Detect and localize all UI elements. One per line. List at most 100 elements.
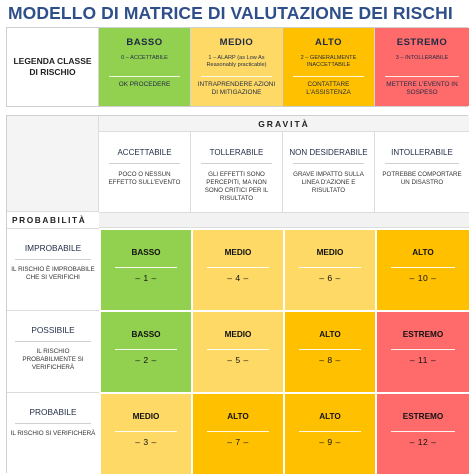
legend-level-desc: 0 – ACCETTABILE [121,55,168,61]
matrix-cell: ALTO – 9 – [283,392,375,474]
severity-header: GRAVITÀ [99,116,469,132]
matrix-cell: ESTREMO – 12 – [375,392,469,474]
matrix-cell-level: ALTO [319,330,341,339]
matrix-cell: ALTO – 8 – [283,310,375,392]
legend-divider [109,76,180,77]
matrix-cell-level: ESTREMO [402,412,444,421]
matrix-cell-level: ALTO [412,248,434,257]
matrix-cell-divider [391,349,455,350]
matrix-cell-number: – 2 – [135,355,157,365]
probability-header-fill [99,212,469,228]
matrix-cell-divider [115,431,177,432]
severity-name: INTOLLERABILE [391,148,453,157]
matrix-cell-number: – 4 – [227,273,249,283]
matrix-cell: BASSO – 1 – [99,228,191,310]
legend-divider [385,76,459,77]
matrix-cell-number: – 7 – [227,437,249,447]
matrix-cell-level: ALTO [227,412,249,421]
legend-level-name: BASSO [126,37,163,48]
probability-divider [15,423,91,424]
probability-name: IMPROBABILE [24,243,82,253]
matrix-corner [7,116,99,212]
matrix-cell-number: – 10 – [409,273,437,283]
matrix-cell: MEDIO – 4 – [191,228,283,310]
legend-level-alto: ALTO 2 – GENERALMENTE INACCETTABILE CONT… [283,28,375,106]
matrix-cell-number: – 3 – [135,437,157,447]
legend-level-action: CONTATTARE L'ASSISTENZA [306,81,351,96]
legend-level-desc: 3 – INTOLLERABILE [395,55,449,61]
matrix-cell-divider [299,431,361,432]
probability-desc: IL RISCHIO SI VERIFICHERÀ [10,430,96,437]
legend-label: LEGENDA CLASSE DI RISCHIO [7,28,99,106]
legend-level-desc: 2 – GENERALMENTE INACCETTABILE [300,55,357,68]
matrix-cell: ALTO – 10 – [375,228,469,310]
severity-desc: POTREBBE COMPORTARE UN DISASTRO [382,171,462,187]
matrix-cell-divider [207,349,269,350]
matrix-cell: MEDIO – 5 – [191,310,283,392]
matrix-cell-divider [391,431,455,432]
severity-desc: GRAVE IMPATTO SULLA LINEA D'AZIONE E RIS… [293,171,364,195]
legend-level-desc: 1 – ALARP (as Low As Reasonably practica… [206,55,267,68]
matrix-cell-divider [391,267,455,268]
severity-column: TOLLERABILE GLI EFFETTI SONO PERCEPITI, … [191,132,283,212]
matrix-cell-number: – 1 – [135,273,157,283]
matrix-cell-number: – 6 – [319,273,341,283]
matrix-cell-number: – 12 – [409,437,437,447]
probability-desc: IL RISCHIO È IMPROBABILE CHE SI VERIFICH… [11,266,95,282]
matrix-cell: ALTO – 7 – [191,392,283,474]
matrix-cell-number: – 5 – [227,355,249,365]
probability-row-label: POSSIBILE IL RISCHIO PROBABILMENTE SI VE… [7,310,99,392]
probability-name: PROBABILE [29,407,77,417]
matrix-cell: ESTREMO – 11 – [375,310,469,392]
severity-divider [109,163,180,164]
probability-name: POSSIBILE [31,325,75,335]
matrix-cell-level: MEDIO [316,248,344,257]
probability-divider [15,341,91,342]
matrix-cell-level: BASSO [131,248,161,257]
probability-row-label: PROBABILE IL RISCHIO SI VERIFICHERÀ [7,392,99,474]
matrix-cell-divider [115,267,177,268]
matrix-cell-divider [207,267,269,268]
legend-level-estremo: ESTREMO 3 – INTOLLERABILE METTERE L'EVEN… [375,28,469,106]
legend-level-action: OK PROCEDERE [118,81,171,88]
severity-desc: GLI EFFETTI SONO PERCEPITI, MA NON SONO … [204,171,269,203]
matrix-cell-level: ALTO [319,412,341,421]
probability-row-label: IMPROBABILE IL RISCHIO È IMPROBABILE CHE… [7,228,99,310]
matrix-cell-divider [299,267,361,268]
severity-divider [385,163,459,164]
matrix-cell-number: – 8 – [319,355,341,365]
matrix-cell: MEDIO – 3 – [99,392,191,474]
severity-divider [293,163,364,164]
severity-column: ACCETTABILE POCO O NESSUN EFFETTO SULL'E… [99,132,191,212]
matrix-cell-divider [207,431,269,432]
probability-desc: IL RISCHIO PROBABILMENTE SI VERIFICHERÀ [22,348,84,372]
legend-level-name: ESTREMO [396,37,448,48]
severity-name: ACCETTABILE [117,148,172,157]
matrix-cell-level: ESTREMO [402,330,444,339]
legend-table: LEGENDA CLASSE DI RISCHIO BASSO 0 – ACCE… [6,27,469,107]
matrix-cell-divider [299,349,361,350]
matrix-cell-number: – 9 – [319,437,341,447]
severity-desc: POCO O NESSUN EFFETTO SULL'EVENTO [108,171,181,187]
matrix-cell-level: BASSO [131,330,161,339]
severity-name: NON DESIDERABILE [289,148,368,157]
severity-name: TOLLERABILE [209,148,264,157]
risk-matrix: GRAVITÀ ACCETTABILE POCO O NESSUN EFFETT… [6,115,469,474]
matrix-cell-divider [115,349,177,350]
severity-column: NON DESIDERABILE GRAVE IMPATTO SULLA LIN… [283,132,375,212]
legend-level-action: METTERE L'EVENTO IN SOSPESO [386,81,458,96]
matrix-cell-level: MEDIO [224,248,252,257]
legend-level-basso: BASSO 0 – ACCETTABILE OK PROCEDERE [99,28,191,106]
probability-header: PROBABILITÀ [7,212,99,228]
matrix-cell-level: MEDIO [224,330,252,339]
matrix-cell-level: MEDIO [132,412,160,421]
legend-divider [293,76,364,77]
legend-level-medio: MEDIO 1 – ALARP (as Low As Reasonably pr… [191,28,283,106]
severity-column: INTOLLERABILE POTREBBE COMPORTARE UN DIS… [375,132,469,212]
matrix-cell: MEDIO – 6 – [283,228,375,310]
legend-level-name: ALTO [315,37,342,48]
matrix-cell: BASSO – 2 – [99,310,191,392]
page-title: MODELLO DI MATRICE DI VALUTAZIONE DEI RI… [8,3,453,23]
legend-level-name: MEDIO [219,37,254,48]
matrix-cell-number: – 11 – [409,355,437,365]
